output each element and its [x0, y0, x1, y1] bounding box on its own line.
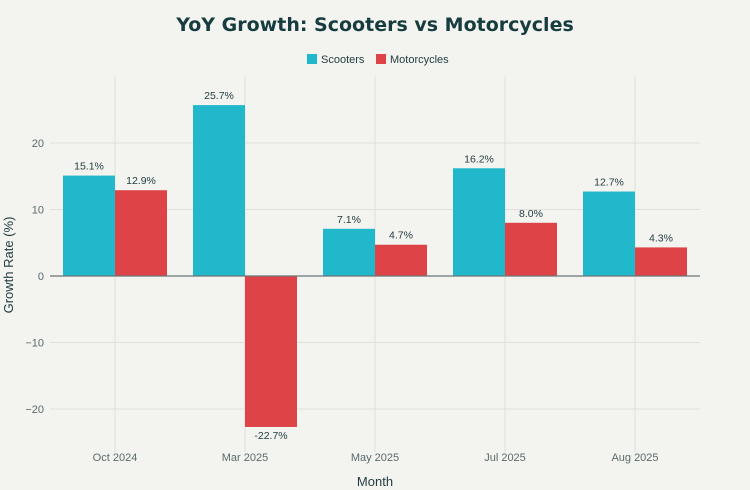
legend: Scooters Motorcycles [307, 54, 449, 66]
data-labels: 15.1% 25.7% 7.1% 16.2% 12.7% 12.9% -22.7% 4.7% 8… [74, 90, 673, 442]
data-label: 4.3% [649, 232, 673, 244]
bars [50, 105, 700, 427]
bar-motorcycles [115, 190, 167, 276]
data-label: 15.1% [74, 161, 104, 173]
y-axis-title: Growth Rate (%) [1, 217, 16, 314]
legend-label-motorcycles: Motorcycles [390, 54, 449, 66]
y-tick-label: −20 [25, 404, 44, 416]
x-axis-ticks: Oct 2024 Mar 2025 May 2025 Jul 2025 Aug 2025 [93, 452, 659, 464]
bar-motorcycles [505, 222, 557, 276]
y-tick-label: 0 [38, 271, 44, 283]
data-label: 7.1% [337, 214, 361, 226]
data-label: 12.9% [126, 175, 156, 187]
data-label: 16.2% [464, 153, 494, 165]
x-tick-label: Jul 2025 [484, 452, 526, 464]
bar-motorcycles [375, 244, 427, 276]
bar-scooters [583, 191, 635, 276]
y-tick-label: −10 [25, 338, 44, 350]
y-tick-label: 20 [32, 138, 44, 150]
bar-scooters [193, 105, 245, 276]
x-tick-label: Oct 2024 [93, 452, 138, 464]
data-label: 25.7% [204, 90, 234, 102]
x-tick-label: Mar 2025 [222, 452, 268, 464]
legend-label-scooters: Scooters [321, 54, 365, 66]
data-label: 12.7% [594, 177, 624, 189]
bar-motorcycles [245, 276, 297, 427]
data-label: -22.7% [254, 430, 287, 442]
bar-motorcycles [635, 247, 687, 276]
legend-swatch-scooters [307, 54, 317, 64]
data-label: 4.7% [389, 230, 413, 242]
y-tick-label: 10 [32, 205, 44, 217]
legend-swatch-motorcycles [376, 54, 386, 64]
bar-scooters [63, 175, 115, 276]
x-axis-title: Month [357, 474, 393, 489]
data-label: 8.0% [519, 208, 543, 220]
bar-scooters [323, 228, 375, 276]
x-tick-label: May 2025 [351, 452, 399, 464]
y-axis-ticks: −20 −10 0 10 20 [25, 138, 44, 416]
chart-title: YoY Growth: Scooters vs Motorcycles [175, 14, 574, 36]
bar-scooters [453, 168, 505, 276]
x-tick-label: Aug 2025 [611, 452, 658, 464]
